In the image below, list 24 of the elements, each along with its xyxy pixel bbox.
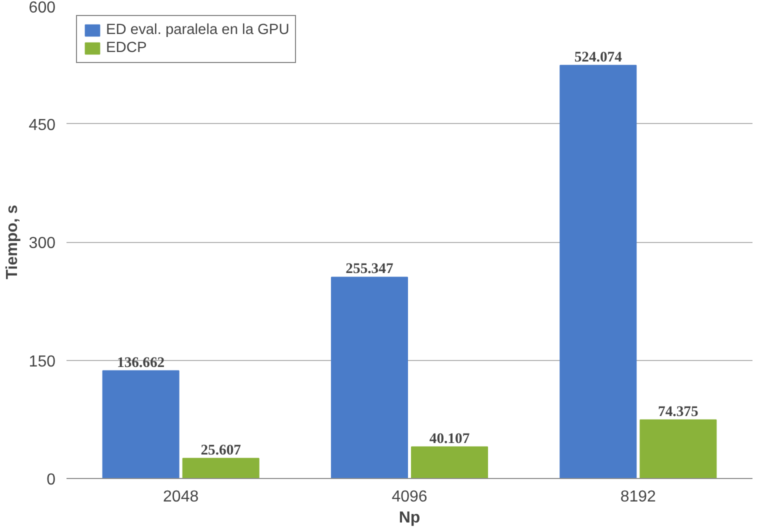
legend-label: EDCP (106, 40, 147, 56)
bar (411, 446, 488, 478)
data-label: 25.607 (200, 442, 242, 458)
y-tick-label: 600 (28, 0, 56, 16)
y-axis-title: Tiempo, s (4, 204, 21, 280)
data-label: 255.347 (346, 261, 394, 278)
y-tick-label: 150 (28, 353, 56, 370)
bar (182, 458, 260, 478)
bar (330, 276, 408, 478)
data-label: 74.375 (658, 404, 698, 420)
bar (560, 64, 637, 478)
bar (640, 419, 717, 478)
y-tick-label: 300 (28, 235, 56, 252)
x-tick-label: 4096 (392, 488, 428, 506)
legend-label: ED eval. paralela en la GPU (106, 22, 290, 38)
data-label: 524.074 (574, 49, 623, 66)
data-label: 40.107 (429, 430, 470, 447)
y-tick-label: 450 (28, 116, 56, 134)
bar (102, 370, 180, 478)
y-tick-label: 0 (46, 472, 56, 488)
x-tick-label: 8192 (620, 488, 656, 506)
x-axis-title: Np (398, 510, 420, 526)
data-label: 136.662 (117, 354, 165, 371)
x-tick-label: 2048 (163, 488, 199, 506)
